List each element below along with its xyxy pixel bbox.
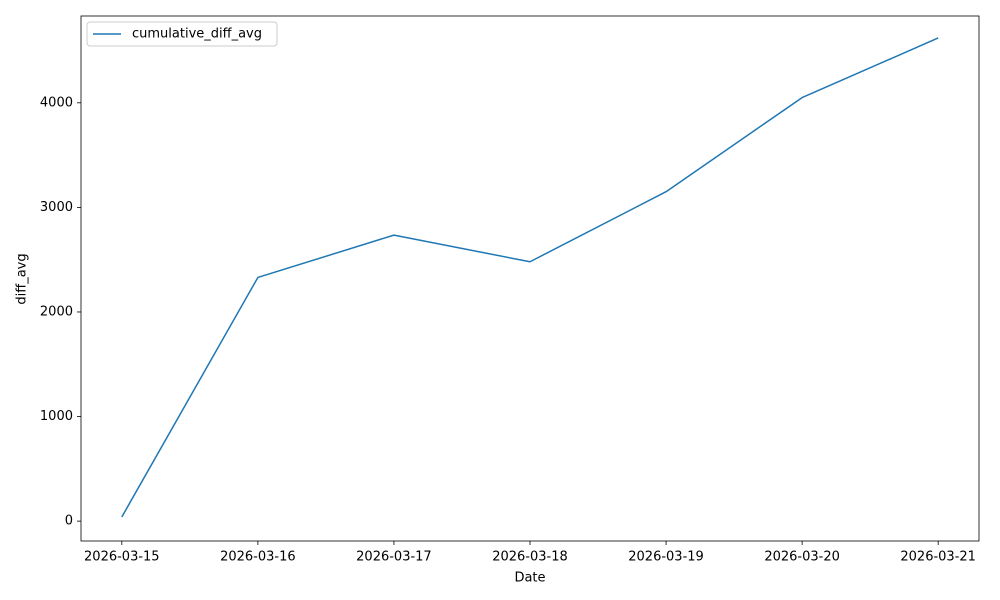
y-tick-label: 0 bbox=[65, 514, 73, 529]
y-tick-label: 2000 bbox=[40, 304, 73, 319]
y-tick-label: 1000 bbox=[40, 409, 73, 424]
y-axis-label: diff_avg bbox=[15, 253, 30, 304]
y-tick-label: 3000 bbox=[40, 200, 73, 215]
x-tick-label: 2026-03-16 bbox=[220, 550, 296, 565]
x-tick-label: 2026-03-20 bbox=[764, 550, 840, 565]
legend-box bbox=[86, 21, 278, 47]
plot-frame bbox=[80, 15, 980, 542]
x-tick-label: 2026-03-15 bbox=[84, 550, 160, 565]
x-tick-label: 2026-03-18 bbox=[492, 550, 568, 565]
x-tick-label: 2026-03-21 bbox=[900, 550, 976, 565]
x-tick-label: 2026-03-19 bbox=[628, 550, 704, 565]
x-axis-label: Date bbox=[514, 571, 545, 586]
legend-label: cumulative_diff_avg bbox=[132, 27, 262, 42]
y-tick-label: 4000 bbox=[40, 95, 73, 110]
x-tick-label: 2026-03-17 bbox=[356, 550, 432, 565]
line bbox=[121, 37, 939, 518]
